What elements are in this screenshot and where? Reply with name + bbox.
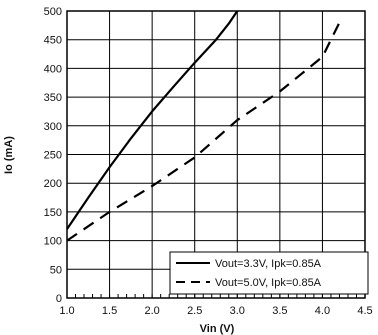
x-tick-label: 4.0 (315, 305, 330, 317)
x-tick-label: 1.0 (59, 305, 74, 317)
legend-label-vout-5-0v: Vout=5.0V, Ipk=0.85A (215, 277, 322, 289)
legend: Vout=3.3V, Ipk=0.85A Vout=5.0V, Ipk=0.85… (169, 251, 369, 295)
y-tick-label: 50 (50, 264, 62, 276)
x-axis-title: Vin (V) (200, 323, 235, 335)
x-minor-ticks (66, 294, 366, 298)
y-tick-label: 100 (44, 236, 62, 248)
series-line-2 (66, 22, 341, 242)
series-group (66, 10, 341, 242)
y-tick-label: 350 (44, 92, 62, 104)
series-line-1 (66, 10, 239, 230)
y-tick-label: 300 (44, 121, 62, 133)
legend-label-vout-3-3v: Vout=3.3V, Ipk=0.85A (215, 258, 322, 270)
y-tick-label: 150 (44, 207, 62, 219)
x-tick-label: 3.5 (272, 305, 287, 317)
x-tick-label: 3.0 (230, 305, 245, 317)
y-tick-label: 400 (44, 63, 62, 75)
y-tick-label: 200 (44, 178, 62, 190)
y-tick-label: 0 (56, 293, 62, 305)
y-tick-label: 450 (44, 35, 62, 47)
y-tick-labels: 0 50 100 150 200 250 300 350 400 450 500 (44, 6, 62, 305)
x-tick-label: 2.5 (187, 305, 202, 317)
x-tick-label: 4.5 (357, 305, 372, 317)
x-tick-label: 1.5 (102, 305, 117, 317)
x-tick-label: 2.0 (144, 305, 159, 317)
legend-box (169, 251, 369, 295)
y-tick-label: 250 (44, 150, 62, 162)
y-tick-label: 500 (44, 6, 62, 18)
plot-frame (66, 10, 366, 299)
y-axis-title: Io (mA) (3, 136, 15, 174)
x-tick-labels: 1.0 1.5 2.0 2.5 3.0 3.5 4.0 4.5 (59, 305, 372, 317)
